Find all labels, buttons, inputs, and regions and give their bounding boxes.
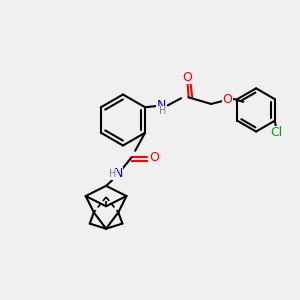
- Text: O: O: [223, 93, 232, 106]
- Text: O: O: [182, 71, 192, 84]
- Text: H: H: [159, 106, 166, 116]
- Text: O: O: [149, 151, 159, 164]
- Text: N: N: [157, 99, 166, 112]
- Text: N: N: [113, 167, 123, 180]
- Text: H: H: [109, 169, 116, 179]
- Text: Cl: Cl: [270, 126, 282, 139]
